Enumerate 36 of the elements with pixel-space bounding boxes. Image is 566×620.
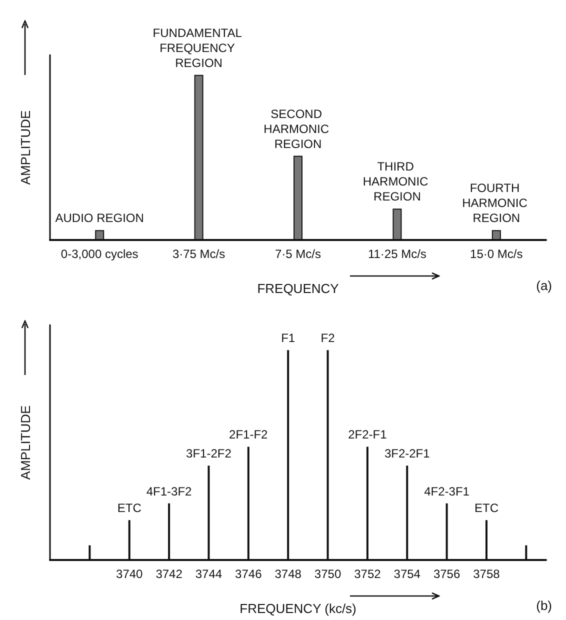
- x-tick-label: 3740: [116, 567, 144, 581]
- annotation: 2F1-F2: [229, 428, 268, 442]
- annotation: 3F2-2F1: [384, 446, 430, 461]
- x-tick-label: 3744: [195, 567, 222, 581]
- annotation: FUNDAMENTAL FREQUENCY REGION: [152, 26, 245, 70]
- x-tick-label: 3750: [314, 567, 342, 581]
- y-axis-title: AMPLITUDE: [18, 110, 33, 185]
- annotation: ETC: [117, 501, 142, 516]
- annotation: F2: [320, 331, 336, 346]
- x-tick-label: 3758: [473, 567, 500, 581]
- annotation: 4F1-3F2: [146, 484, 192, 498]
- text: (b): [536, 598, 552, 613]
- annotation: FOURTH HARMONIC REGION: [462, 181, 531, 226]
- x-tick-label: 3742: [156, 567, 183, 581]
- annotation: 4F2-3F1: [424, 484, 470, 498]
- annotation: 2F2-F1: [348, 428, 388, 442]
- x-axis-title: FREQUENCY (kc/s): [240, 601, 356, 616]
- x-tick-label: 3754: [394, 567, 421, 581]
- x-tick-label: 7·5 Mc/s: [274, 247, 322, 261]
- x-tick-label: 3746: [235, 567, 262, 581]
- text: (a): [536, 278, 552, 293]
- x-tick-label: 3756: [433, 567, 460, 581]
- x-tick-label: 11·25 Mc/s: [368, 247, 426, 261]
- x-tick-label: 0-3,000 cycles: [60, 247, 138, 261]
- x-tick-label: 3·75 Mc/s: [172, 247, 226, 261]
- annotation: 3F1-2F2: [186, 446, 232, 461]
- annotation: ETC: [474, 501, 499, 516]
- annotation: F1: [281, 331, 296, 346]
- x-tick-label: 3748: [274, 567, 302, 581]
- annotation: AUDIO REGION: [55, 211, 144, 226]
- y-axis-title: AMPLITUDE: [18, 404, 33, 480]
- x-tick-label: 15·0 Mc/s: [470, 247, 523, 261]
- annotation: SECOND HARMONIC REGION: [264, 106, 332, 151]
- x-tick-label: 3752: [354, 567, 382, 581]
- annotation: THIRD HARMONIC REGION: [362, 160, 432, 204]
- x-axis-title: FREQUENCY: [257, 281, 340, 296]
